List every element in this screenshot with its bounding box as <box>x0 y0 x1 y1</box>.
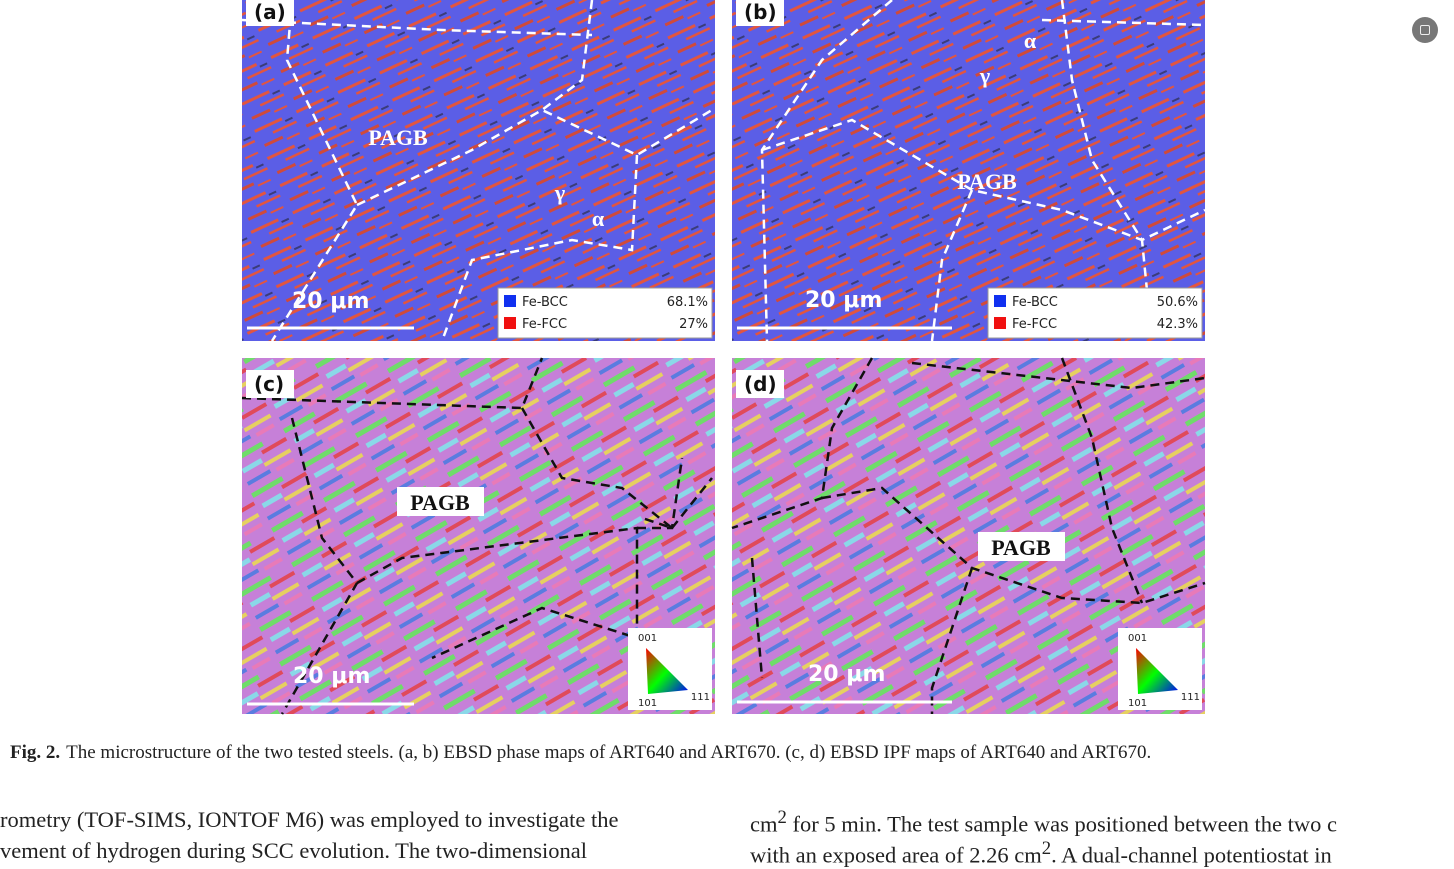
grain-boundary <box>671 477 713 529</box>
annotation: γ <box>979 63 990 88</box>
ipf-label: 111 <box>691 692 710 703</box>
micrograph <box>732 0 1205 341</box>
caption-label: Fig. 2. <box>10 742 61 763</box>
panel: (c) PAGB 20 μm 001 101 111 <box>241 357 715 715</box>
superscript: 2 <box>1041 838 1052 859</box>
legend-name: Fe-FCC <box>522 317 567 332</box>
panel-label: (c) <box>254 372 284 396</box>
grain-boundary <box>1060 357 1144 604</box>
legend-swatch <box>504 295 516 307</box>
grain-boundary <box>541 0 594 111</box>
grain-boundary <box>440 154 639 342</box>
label-bg <box>246 0 294 26</box>
scale-bar-label: 20 μm <box>293 664 370 689</box>
ipf-label: 101 <box>638 698 657 709</box>
superscript: 2 <box>777 807 787 828</box>
grain-boundary <box>750 557 764 679</box>
legend-value: 42.3% <box>1157 317 1198 332</box>
legend-swatch <box>504 317 516 329</box>
scale-bar-label: 20 μm <box>292 289 369 314</box>
panel: (a) PAGB γ α 20 μm Fe-BCC 68.1% Fe-FCC 27% <box>241 0 715 342</box>
panel-label: (a) <box>254 0 286 24</box>
legend-value: 68.1% <box>667 295 708 310</box>
annotation: α <box>592 206 605 231</box>
label-bg <box>736 0 784 26</box>
label-bg <box>736 370 784 398</box>
body-line: rometry (TOF-SIMS, IONTOF M6) was employ… <box>0 807 619 832</box>
annotation: γ <box>554 180 565 205</box>
legend-value: 27% <box>679 317 708 332</box>
panel: (d) PAGB 20 μm 001 101 111 <box>731 357 1206 714</box>
legend-value: 50.6% <box>1157 295 1198 310</box>
grain-boundary <box>270 0 359 342</box>
legend-swatch <box>994 317 1006 329</box>
grain-boundary <box>731 357 874 530</box>
grain-boundary <box>637 457 684 530</box>
grain-boundary <box>761 118 1206 242</box>
ipf-triangle <box>646 648 688 694</box>
ipf-label: 101 <box>1128 698 1147 709</box>
text: with an exposed area of 2.26 cm <box>750 842 1042 868</box>
grain-boundary <box>241 18 593 37</box>
annotation: α <box>1024 28 1037 53</box>
caption-text: The microstructure of the two tested ste… <box>66 742 1152 763</box>
ipf-label: 001 <box>638 633 657 644</box>
scale-bar-label: 20 μm <box>808 662 885 687</box>
annotation: PAGB <box>410 490 470 515</box>
legend-name: Fe-FCC <box>1012 317 1057 332</box>
ipf-triangle <box>1136 648 1178 694</box>
legend-name: Fe-BCC <box>522 295 568 310</box>
legend-box <box>497 287 713 339</box>
ipf-label: 111 <box>1181 692 1200 703</box>
annotation-bg <box>397 487 484 516</box>
grain-boundary <box>930 567 974 714</box>
grain-boundary <box>760 0 893 342</box>
zoom-button[interactable] <box>1412 17 1438 43</box>
grain-boundary <box>520 407 673 530</box>
grain-boundary <box>930 189 974 342</box>
scale-bar-label: 20 μm <box>805 288 882 313</box>
figure: (a) PAGB γ α 20 μm Fe-BCC 68.1% Fe-FCC 27% (b) α γ P… <box>241 0 1206 715</box>
body-line: with an exposed area of 2.26 cm2. A dual… <box>750 838 1454 869</box>
panel-label: (b) <box>744 0 777 24</box>
body-line: vement of hydrogen during SCC evolution.… <box>0 838 588 863</box>
ipf-key <box>1118 628 1202 710</box>
annotation: PAGB <box>991 535 1051 560</box>
grain-boundary <box>241 357 544 410</box>
ipf-key <box>628 628 712 710</box>
caption: Fig. 2. The microstructure of the two tes… <box>10 742 1151 764</box>
text: . A dual-channel potentiostat in <box>1051 842 1332 868</box>
text: cm <box>750 811 778 837</box>
ipf-label: 001 <box>1128 633 1147 644</box>
annotation: PAGB <box>957 169 1017 194</box>
panel-label: (d) <box>744 372 777 396</box>
legend-name: Fe-BCC <box>1012 295 1058 310</box>
body-line: cm2 for 5 min. The test sample was posit… <box>750 807 1454 838</box>
annotation: PAGB <box>368 125 428 150</box>
label-bg <box>246 370 294 398</box>
grain-boundary <box>821 486 1206 605</box>
text: for 5 min. The test sample was positione… <box>786 811 1337 837</box>
grain-boundary <box>280 417 359 715</box>
annotation-bg <box>978 532 1065 561</box>
grain-boundary <box>356 526 639 660</box>
grain-boundary <box>911 361 1206 390</box>
grain-boundary <box>1060 0 1154 342</box>
legend-box <box>987 287 1203 339</box>
legend-swatch <box>994 295 1006 307</box>
panel: (b) α γ PAGB 20 μm Fe-BCC 50.6% Fe-FCC 42.3% <box>732 0 1206 342</box>
grain-boundary <box>1041 18 1206 27</box>
